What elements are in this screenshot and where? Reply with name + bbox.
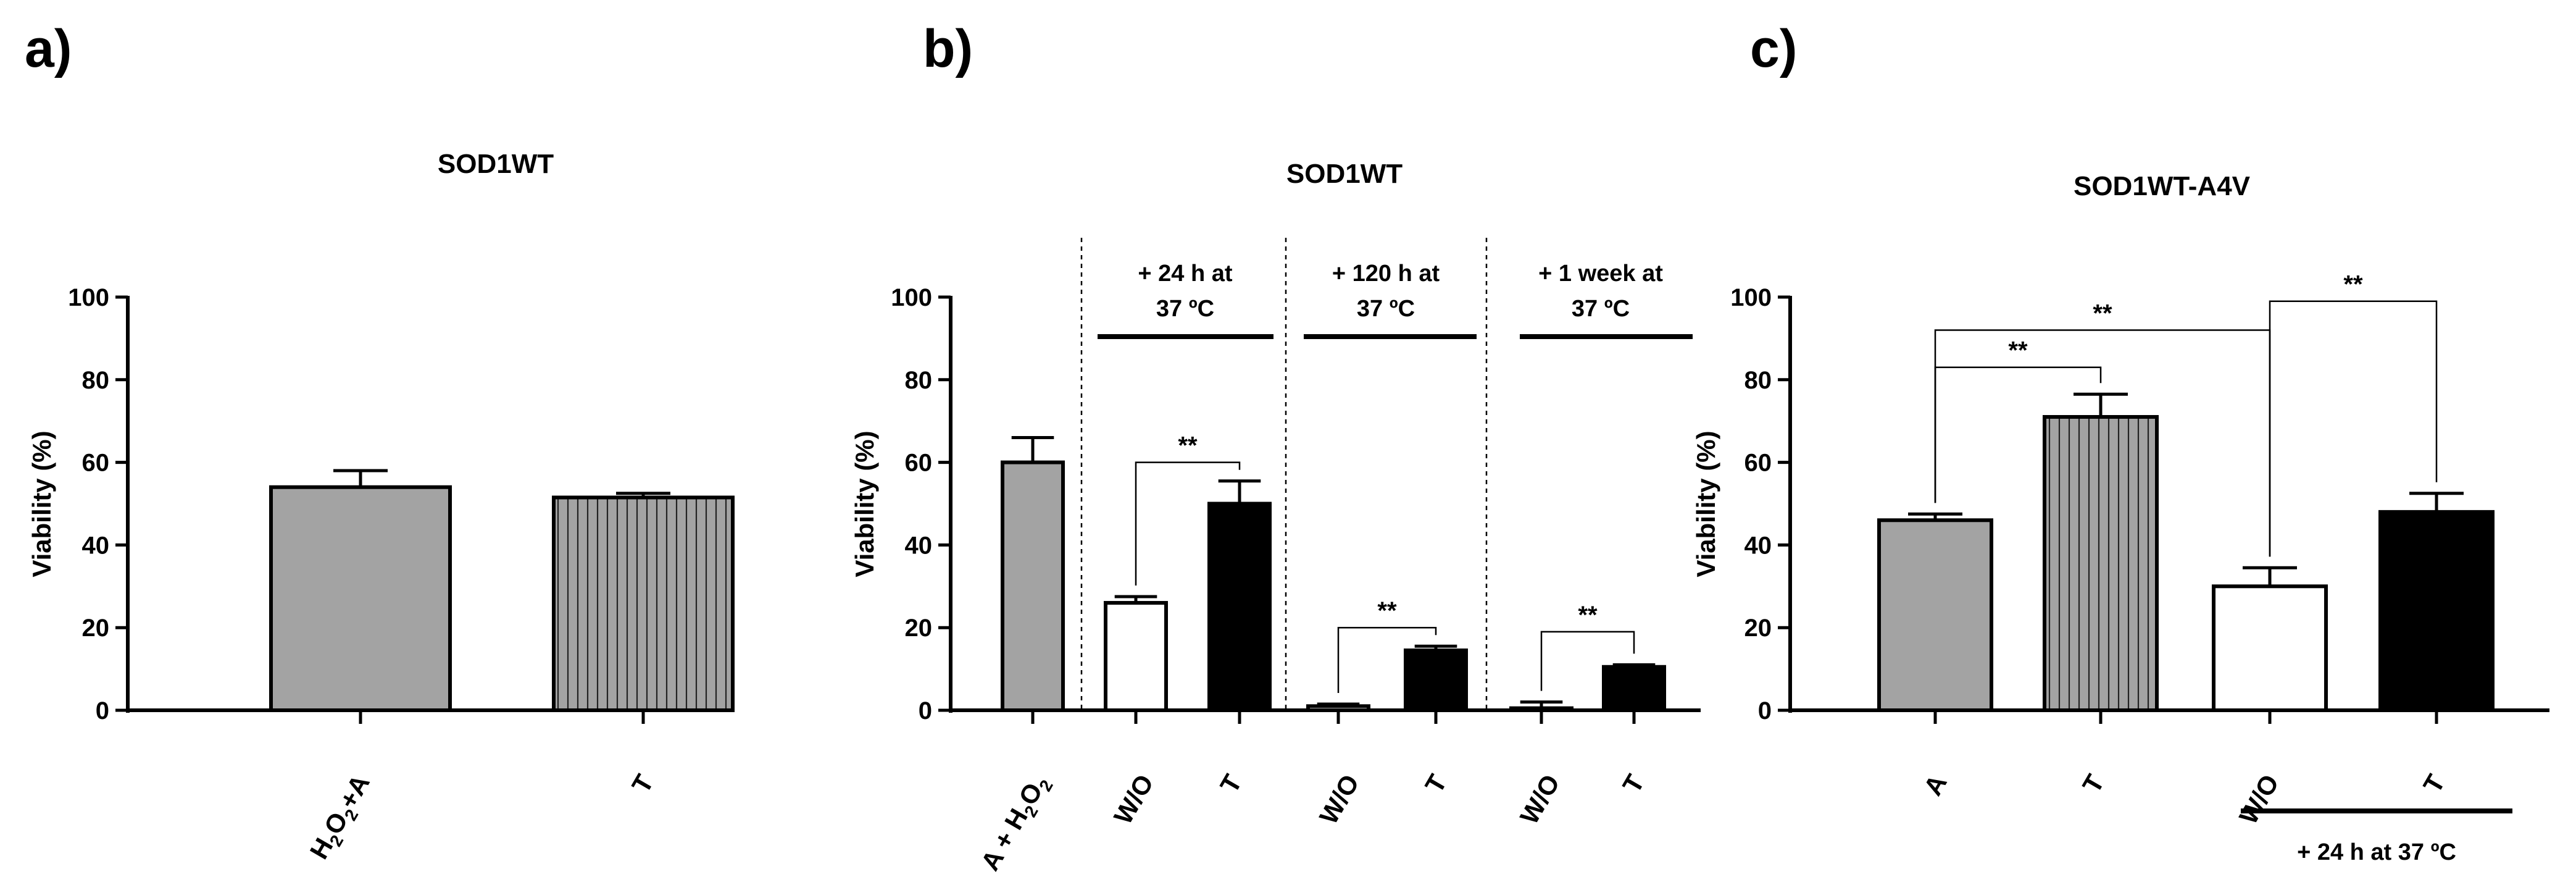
panel-b-xtick-a-h2o2: A + H2O2 <box>975 770 1057 878</box>
panel-c-ylabel: Viability (%) <box>1691 430 1720 577</box>
panel-c-bar-3 <box>2378 510 2495 712</box>
panel-a-ytick-label-60: 60 <box>82 450 110 477</box>
panel-c-xtick-t-24h: T <box>2417 770 2451 798</box>
panel-b-ytick-label-100: 100 <box>891 284 932 311</box>
panel-a: a) SOD1WT Viability (%) 0 20 40 60 80 100 H2O… <box>25 19 735 866</box>
panel-b-xtick-wo-24h: W/O <box>1108 770 1159 829</box>
panel-b-group-2-line1: + 120 h at <box>1332 261 1440 287</box>
panel-b-bracket-2 <box>1540 631 1635 691</box>
panel-b-marks: 0 20 40 60 80 100 ** ** ** <box>891 284 1701 724</box>
panel-b-bar-6 <box>1602 665 1666 713</box>
panel-a-ytick-label-80: 80 <box>82 367 110 394</box>
panel-a-ytick-label-100: 100 <box>68 284 109 311</box>
panel-b-bar-5 <box>1509 706 1574 713</box>
panel-b-group-3-line1: + 1 week at <box>1538 261 1663 287</box>
panel-b-bracket-label-2: ** <box>1578 602 1598 629</box>
panel-a-bar-0 <box>269 485 452 712</box>
panel-b-bar-3 <box>1306 704 1370 713</box>
panel-c-bar-0 <box>1877 518 1993 712</box>
panel-a-bar-1 <box>552 495 735 713</box>
panel-b-ytick-label-60: 60 <box>905 450 933 477</box>
panel-c-ytick-label-100: 100 <box>1730 284 1772 311</box>
panel-b-xtick-t-1w: T <box>1617 770 1650 798</box>
panel-c-ytick-label-0: 0 <box>1758 697 1772 724</box>
panel-a-ytick-label-20: 20 <box>82 615 110 642</box>
panel-c-letter: c) <box>1750 19 1797 78</box>
panel-b-group-3-line2: 37 ºC <box>1572 296 1630 322</box>
panel-b-bracket-0 <box>1135 461 1241 586</box>
panel-b-bar-2 <box>1207 502 1272 712</box>
panel-b-title: SOD1WT <box>1286 159 1403 189</box>
panel-b-bar-0 <box>1001 460 1065 712</box>
panel-c-bracket-label-0: ** <box>2008 337 2028 364</box>
panel-c-title: SOD1WT-A4V <box>2074 171 2251 201</box>
panel-b-ytick-label-80: 80 <box>905 367 933 394</box>
panel-a-xtick-t: T <box>626 770 659 798</box>
panel-b-xtick-t-120h: T <box>1419 770 1453 798</box>
panel-a-letter: a) <box>25 19 72 78</box>
panel-c-xtick-t: T <box>2077 770 2110 798</box>
panel-b-ytick-label-0: 0 <box>919 697 932 724</box>
panel-a-xtick-h2o2-a: H2O2+A <box>304 770 379 866</box>
panel-b-ytick-label-20: 20 <box>905 615 933 642</box>
panel-b-ylabel: Viability (%) <box>850 430 879 577</box>
panel-c-bracket-label-1: ** <box>2093 300 2112 327</box>
panel-b-xtick-t-24h: T <box>1214 770 1248 798</box>
panel-b-letter: b) <box>923 19 973 78</box>
panel-b-group-1-line2: 37 ºC <box>1156 296 1214 322</box>
panel-c-xtick-a: A <box>1918 770 1953 800</box>
panel-c-ytick-label-60: 60 <box>1744 450 1772 477</box>
panel-b-group-2-line2: 37 ºC <box>1357 296 1415 322</box>
panel-c-bottom-note: + 24 h at 37 ºC <box>2297 839 2456 865</box>
panel-c-ytick-label-80: 80 <box>1744 367 1772 394</box>
panel-b-bracket-label-1: ** <box>1377 597 1397 624</box>
panel-b-ytick-label-40: 40 <box>905 532 933 559</box>
panel-a-ylabel: Viability (%) <box>27 430 56 577</box>
panel-b-xtick-wo-1w: W/O <box>1514 770 1565 829</box>
panel-b-xtick-wo-120h: W/O <box>1314 770 1365 829</box>
panel-c: c) SOD1WT-A4V Viability (%) 0 20 40 60 80 100… <box>1691 19 2549 865</box>
panel-b-bracket-1 <box>1337 626 1437 693</box>
panel-a-title: SOD1WT <box>438 149 554 179</box>
panel-a-ytick-label-40: 40 <box>82 532 110 559</box>
panel-b: b) SOD1WT Viability (%) 0 20 40 60 80 100 ** **… <box>850 19 1701 878</box>
panel-c-bar-1 <box>2043 415 2159 712</box>
panel-c-bracket-2 <box>2269 300 2438 557</box>
panel-a-marks: 0 20 40 60 80 100 <box>68 284 735 724</box>
panel-a-ytick-label-0: 0 <box>96 697 109 724</box>
panel-b-bar-1 <box>1104 601 1168 712</box>
panel-c-ytick-label-40: 40 <box>1744 532 1772 559</box>
panel-c-marks: 0 20 40 60 80 100 ** ** ** <box>1730 271 2549 724</box>
panel-c-bar-2 <box>2212 584 2328 712</box>
panel-b-group-1-line1: + 24 h at <box>1138 261 1232 287</box>
panel-c-ytick-label-20: 20 <box>1744 615 1772 642</box>
panel-b-bracket-label-0: ** <box>1178 432 1198 460</box>
panel-c-xtick-wo: W/O <box>2233 770 2285 829</box>
panel-c-bracket-label-2: ** <box>2343 271 2363 298</box>
panel-b-bar-4 <box>1404 648 1468 712</box>
